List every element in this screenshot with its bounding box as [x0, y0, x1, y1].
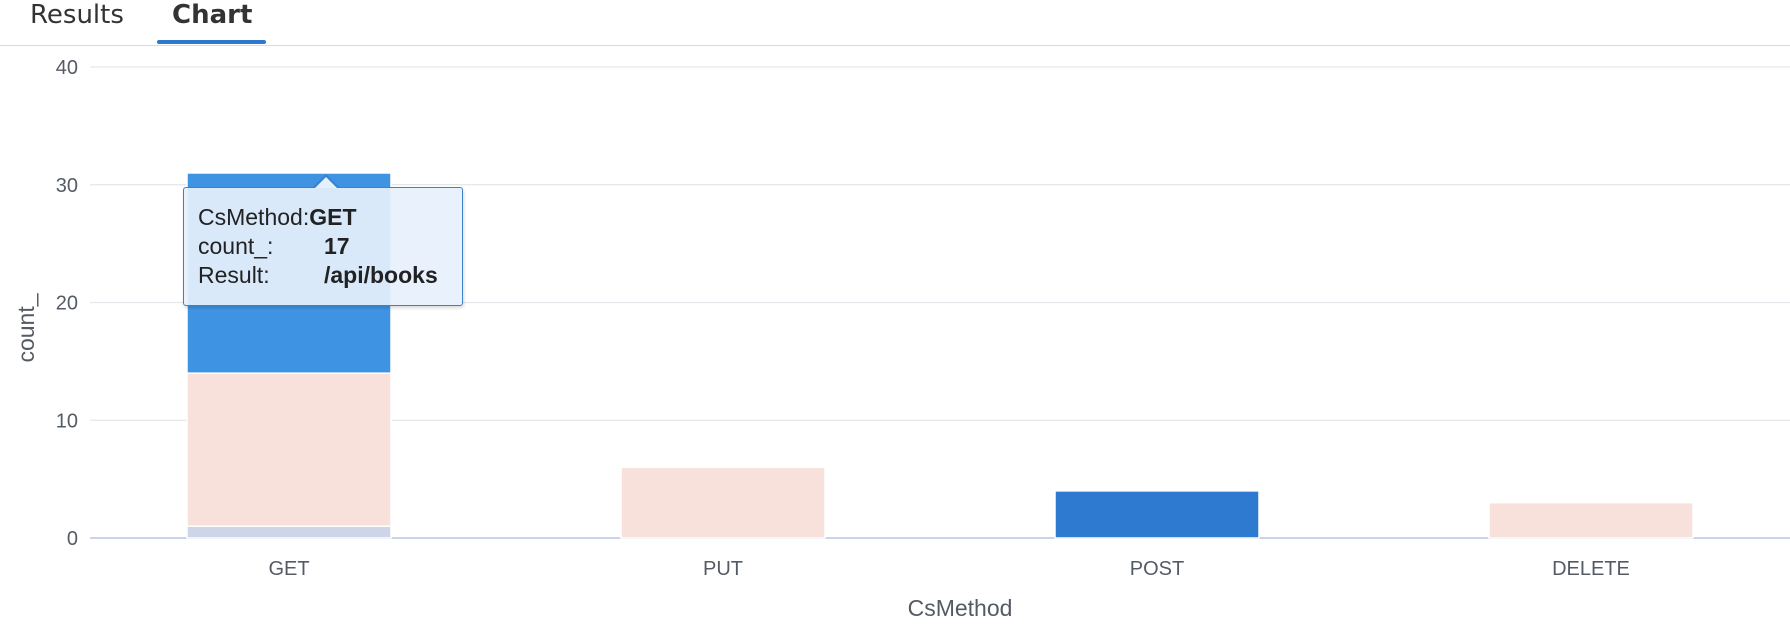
- tab-bar: Results Chart: [0, 0, 1790, 46]
- tooltip-row-count: count_: 17: [198, 232, 350, 260]
- x-tick-label: GET: [268, 558, 309, 580]
- y-axis-title: count_: [13, 292, 39, 362]
- bar-group-put[interactable]: [620, 466, 826, 539]
- tooltip-value: 17: [324, 233, 350, 259]
- active-tab-indicator: [157, 40, 266, 44]
- x-axis-title: CsMethod: [908, 595, 1013, 621]
- tooltip-value: /api/books: [324, 262, 438, 288]
- x-tick-label: PUT: [703, 558, 743, 580]
- y-tick-label: 10: [56, 410, 78, 432]
- y-tick-label: 40: [56, 57, 78, 79]
- bar-segment[interactable]: [1054, 490, 1260, 539]
- bar-chart: 0 10 20 30 40 GET PUT POST DELETE CsMethod coun…: [13, 57, 1790, 621]
- tab-results[interactable]: Results: [30, 0, 124, 30]
- y-tick-label: 20: [56, 293, 78, 315]
- x-axis-ticks: GET PUT POST DELETE: [268, 558, 1629, 580]
- tooltip-arrow-fill: [315, 177, 337, 188]
- chart-tooltip: CsMethod:GET count_: 17 Result: /api/boo…: [183, 187, 463, 306]
- tooltip-row-result: Result: /api/books: [198, 261, 438, 289]
- bar-group-post[interactable]: [1054, 490, 1260, 539]
- tooltip-key: count_:: [198, 233, 274, 259]
- tooltip-key: CsMethod:: [198, 204, 310, 230]
- tooltip-key: Result:: [198, 262, 270, 288]
- bar-segment[interactable]: [620, 466, 826, 539]
- bar-segment[interactable]: [186, 372, 392, 527]
- y-tick-label: 30: [56, 175, 78, 197]
- bar-group-delete[interactable]: [1488, 501, 1694, 539]
- tab-chart[interactable]: Chart: [172, 0, 253, 30]
- tooltip-row-method: CsMethod:GET: [198, 203, 357, 231]
- y-axis-ticks: 0 10 20 30 40: [56, 57, 78, 550]
- y-tick-label: 0: [67, 528, 78, 550]
- bar-segment[interactable]: [186, 525, 392, 539]
- x-tick-label: POST: [1130, 558, 1184, 580]
- tooltip-value: GET: [309, 204, 357, 230]
- x-tick-label: DELETE: [1552, 558, 1630, 580]
- bar-segment[interactable]: [1488, 501, 1694, 539]
